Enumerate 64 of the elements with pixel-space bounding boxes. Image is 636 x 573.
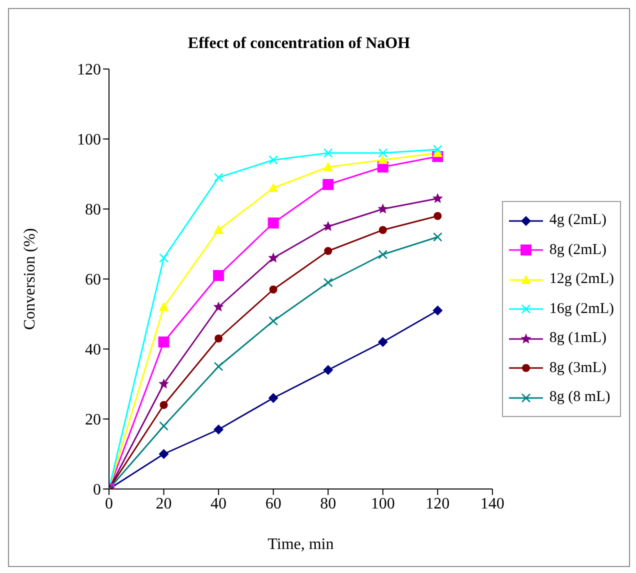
point [323,148,333,158]
legend-label: 8g (1mL) [549,330,606,347]
point [268,218,279,228]
point [432,232,442,242]
x-tick-label: 20 [156,495,172,512]
point [214,172,224,182]
point [322,179,334,190]
point [378,250,388,260]
chart-title: Effect of concentration of NaOH [186,35,412,53]
point [378,226,387,234]
y-tick-label: 20 [85,412,101,429]
x-axis-title: Time, min [268,536,334,553]
point [159,421,168,431]
point [432,306,443,316]
y-tick-label: 100 [77,132,101,149]
x-tick-label: 40 [210,495,227,512]
point [378,337,388,347]
point [268,393,278,403]
legend-label: 16g (2mL) [549,300,614,318]
legend-label: 8g (2mL) [549,242,606,258]
point [268,252,279,262]
legend-label: 8g (8 mL) [549,389,610,406]
legend-label: 8g (3mL) [549,360,606,376]
point [269,286,278,294]
x-tick-label: 0 [105,495,113,512]
point [268,316,278,326]
y-tick-label: 0 [93,482,101,499]
x-tick-label: 120 [426,495,450,512]
y-tick-label: 120 [77,62,101,79]
x-tick-label: 60 [265,495,282,512]
y-axis-title: Conversion (%) [22,228,39,330]
point [214,424,224,434]
point [159,253,168,263]
point [214,225,224,234]
point [323,278,333,288]
y-tick-label: 80 [85,202,101,219]
point [214,362,224,372]
point [213,270,224,281]
point [268,183,278,192]
point [158,378,170,388]
point [378,204,388,214]
point [378,155,388,164]
x-tick-label: 100 [370,495,395,512]
point [322,221,334,231]
y-tick-label: 60 [85,272,101,289]
legend-label: 4g (2mL) [549,212,606,229]
x-tick-label: 80 [320,495,336,512]
y-tick-label: 40 [85,342,101,359]
point [214,334,223,342]
point [323,162,334,171]
point [158,336,170,348]
point [378,148,388,158]
point [160,401,168,409]
point [268,155,278,165]
point [432,144,442,154]
x-tick-label: 140 [480,495,504,512]
point [434,212,442,220]
point [158,449,169,459]
point [432,193,443,203]
point [158,302,169,311]
point [213,302,224,312]
legend-label: 12g (2mL) [549,271,614,288]
point [324,247,332,255]
point [323,365,334,375]
